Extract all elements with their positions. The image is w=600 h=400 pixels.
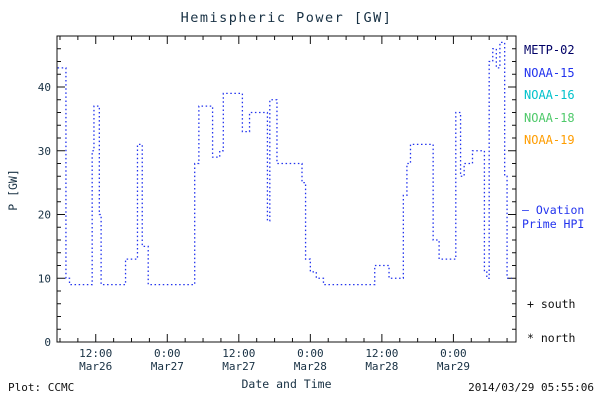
chart-title: Hemispheric Power [GW] — [180, 10, 393, 26]
svg-text:Mar27: Mar27 — [151, 360, 184, 373]
svg-text:0:00: 0:00 — [297, 347, 324, 360]
ovation-label-line2: Prime HPI — [522, 217, 585, 231]
svg-text:Mar28: Mar28 — [294, 360, 327, 373]
legend-item-noaa-18: NOAA-18 — [524, 110, 575, 125]
svg-text:0:00: 0:00 — [154, 347, 181, 360]
legend-item-noaa-15: NOAA-15 — [524, 65, 575, 80]
svg-text:Mar26: Mar26 — [79, 360, 112, 373]
legend-item-metp-02: METP-02 — [524, 43, 575, 57]
svg-text:12:00: 12:00 — [79, 347, 112, 360]
x-axis-label: Date and Time — [241, 377, 332, 391]
svg-text:0: 0 — [44, 336, 51, 349]
svg-text:0:00: 0:00 — [440, 347, 467, 360]
svg-text:12:00: 12:00 — [222, 347, 255, 360]
south-marker-note: + south — [527, 297, 576, 311]
svg-text:Mar27: Mar27 — [222, 360, 255, 373]
ovation-prime-hpi-label: – Ovation Prime HPI — [522, 203, 584, 231]
legend-item-noaa-16: NOAA-16 — [524, 88, 575, 102]
north-marker-note: * north — [527, 331, 576, 345]
ovation-label-line1: – Ovation — [522, 203, 585, 217]
svg-text:Mar29: Mar29 — [437, 360, 470, 373]
svg-text:12:00: 12:00 — [365, 347, 398, 360]
svg-text:20: 20 — [38, 209, 51, 222]
hpi-trace — [57, 41, 512, 286]
svg-text:10: 10 — [38, 272, 51, 285]
plot-timestamp: 2014/03/29 05:55:06 — [468, 381, 594, 394]
satellite-legend: METP-02 NOAA-15 NOAA-16 NOAA-18 NOAA-19 — [524, 43, 575, 157]
plot-credit: Plot: CCMC — [8, 381, 75, 394]
svg-text:30: 30 — [38, 145, 51, 158]
legend-item-noaa-19: NOAA-19 — [524, 133, 575, 147]
svg-text:40: 40 — [38, 81, 51, 94]
svg-text:Mar28: Mar28 — [365, 360, 398, 373]
